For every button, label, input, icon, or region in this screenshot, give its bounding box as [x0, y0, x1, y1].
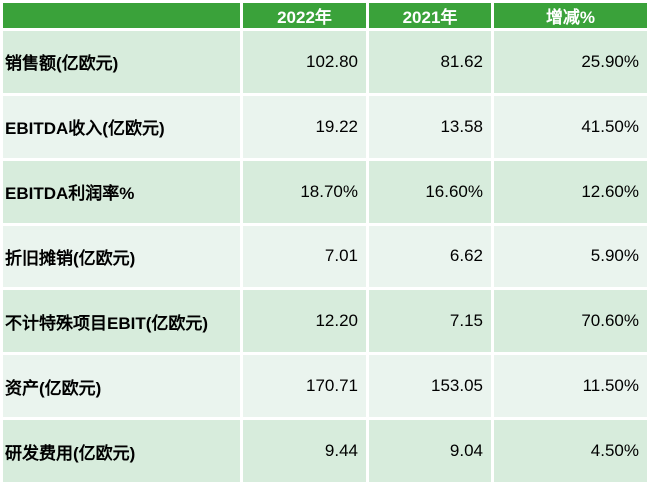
table-row-ebitda-income: EBITDA收入(亿欧元) 19.22 13.58 41.50% — [3, 95, 647, 158]
value-2022: 102.80 — [243, 31, 366, 93]
table-header: 2022年 2021年 增减% — [3, 3, 647, 28]
value-2021: 13.58 — [369, 95, 491, 158]
value-2022: 9.44 — [243, 420, 366, 482]
value-2022: 170.71 — [243, 355, 366, 418]
value-change: 12.60% — [494, 160, 647, 223]
row-label: 资产(亿欧元) — [3, 355, 240, 418]
table-row-ebit: 不计特殊项目EBIT(亿欧元) 12.20 7.15 70.60% — [3, 290, 647, 353]
row-label: 研发费用(亿欧元) — [3, 420, 240, 482]
col-header-metric — [3, 3, 240, 28]
header-row: 2022年 2021年 增减% — [3, 3, 647, 28]
value-change: 5.90% — [494, 225, 647, 288]
col-header-2021: 2021年 — [369, 3, 491, 28]
row-label: EBITDA收入(亿欧元) — [3, 95, 240, 158]
value-2022: 7.01 — [243, 225, 366, 288]
value-2021: 16.60% — [369, 160, 491, 223]
value-change: 25.90% — [494, 31, 647, 93]
value-change: 4.50% — [494, 420, 647, 482]
value-change: 11.50% — [494, 355, 647, 418]
table-body: 销售额(亿欧元) 102.80 81.62 25.90% EBITDA收入(亿欧… — [3, 31, 647, 482]
table-row-assets: 资产(亿欧元) 170.71 153.05 11.50% — [3, 355, 647, 418]
value-2021: 6.62 — [369, 225, 491, 288]
table-row-ebitda-margin: EBITDA利润率% 18.70% 16.60% 12.60% — [3, 160, 647, 223]
value-2021: 81.62 — [369, 31, 491, 93]
table-row-depreciation: 折旧摊销(亿欧元) 7.01 6.62 5.90% — [3, 225, 647, 288]
col-header-change: 增减% — [494, 3, 647, 28]
value-2022: 12.20 — [243, 290, 366, 353]
col-header-2022: 2022年 — [243, 3, 366, 28]
row-label: EBITDA利润率% — [3, 160, 240, 223]
table-row-sales: 销售额(亿欧元) 102.80 81.62 25.90% — [3, 31, 647, 93]
row-label: 折旧摊销(亿欧元) — [3, 225, 240, 288]
value-2021: 7.15 — [369, 290, 491, 353]
value-2022: 19.22 — [243, 95, 366, 158]
value-2022: 18.70% — [243, 160, 366, 223]
value-2021: 153.05 — [369, 355, 491, 418]
value-change: 41.50% — [494, 95, 647, 158]
row-label: 销售额(亿欧元) — [3, 31, 240, 93]
value-2021: 9.04 — [369, 420, 491, 482]
table-row-rnd-expense: 研发费用(亿欧元) 9.44 9.04 4.50% — [3, 420, 647, 482]
value-change: 70.60% — [494, 290, 647, 353]
row-label: 不计特殊项目EBIT(亿欧元) — [3, 290, 240, 353]
